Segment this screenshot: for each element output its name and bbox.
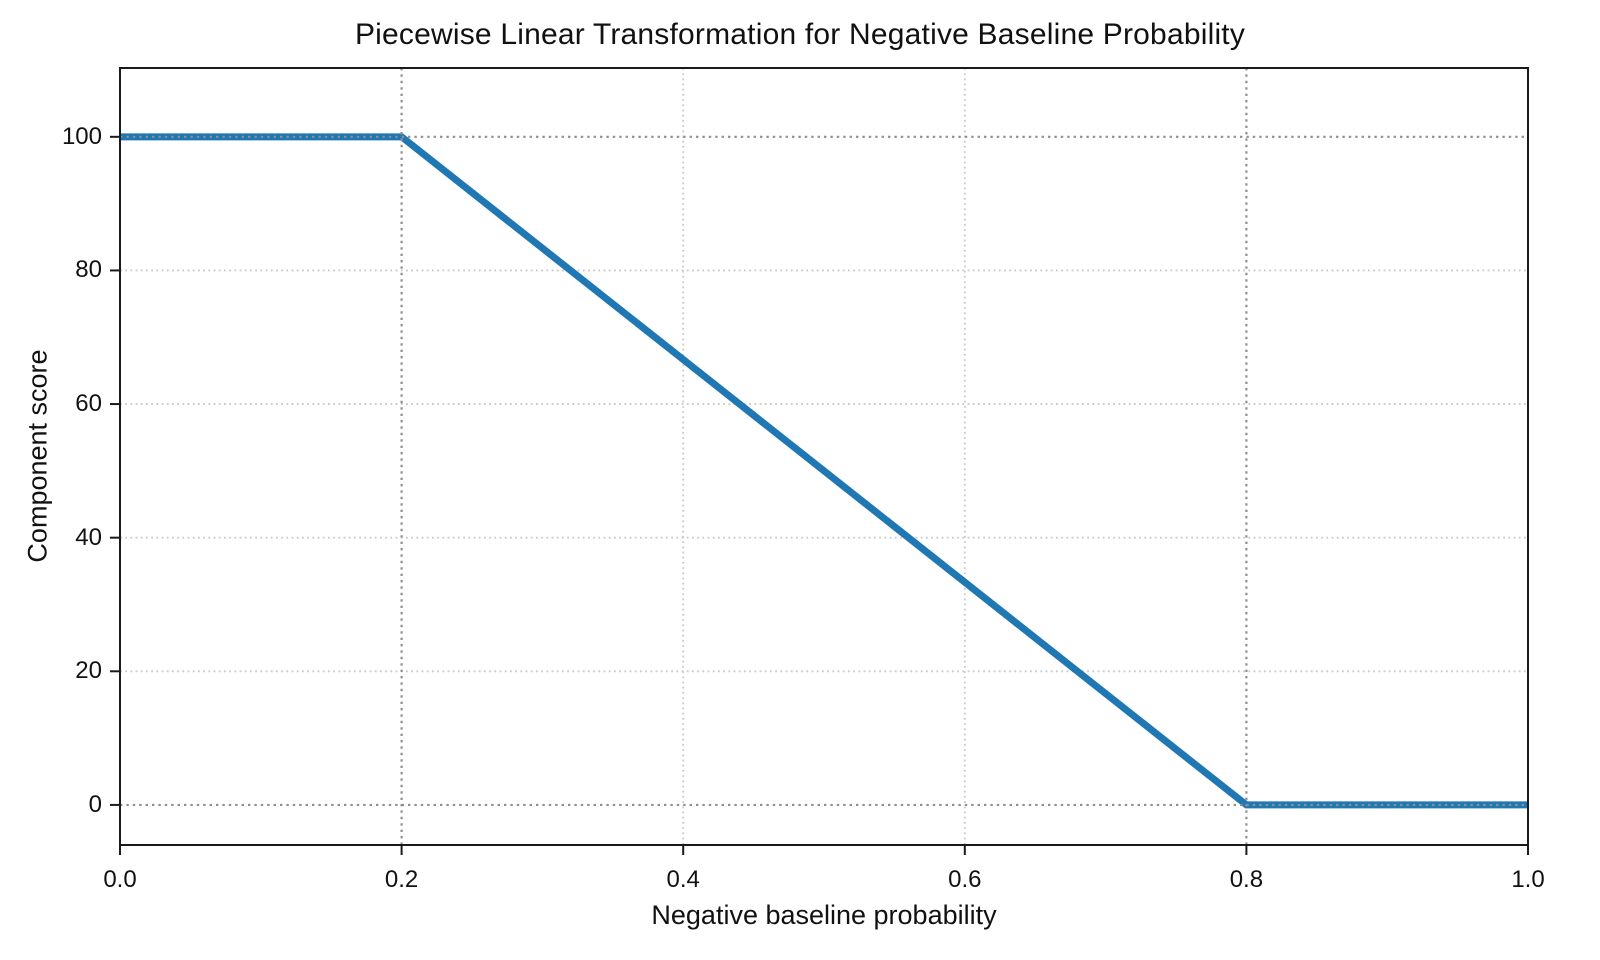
chart-title: Piecewise Linear Transformation for Nega… <box>354 18 1246 51</box>
y-tick-label: 100 <box>61 122 102 150</box>
axes-spines <box>119 67 1529 846</box>
y-axis-label: Component score <box>22 349 53 563</box>
series-line <box>120 133 1528 809</box>
y-tick-label: 20 <box>75 657 102 685</box>
x-tick-label: 0.6 <box>948 866 982 893</box>
x-tick-label: 1.0 <box>1511 866 1545 893</box>
y-tick-label: 0 <box>88 790 102 818</box>
x-tick-label: 0.8 <box>1229 866 1264 893</box>
x-axis-label: Negative baseline probability <box>651 900 997 930</box>
x-tick-label: 0.2 <box>384 866 419 893</box>
y-tick-label: 80 <box>75 256 102 284</box>
y-tick-label: 60 <box>75 390 102 418</box>
x-tick-label: 0.4 <box>666 866 700 893</box>
x-tick-label: 0.0 <box>103 866 137 893</box>
y-tick-label: 40 <box>75 523 102 551</box>
